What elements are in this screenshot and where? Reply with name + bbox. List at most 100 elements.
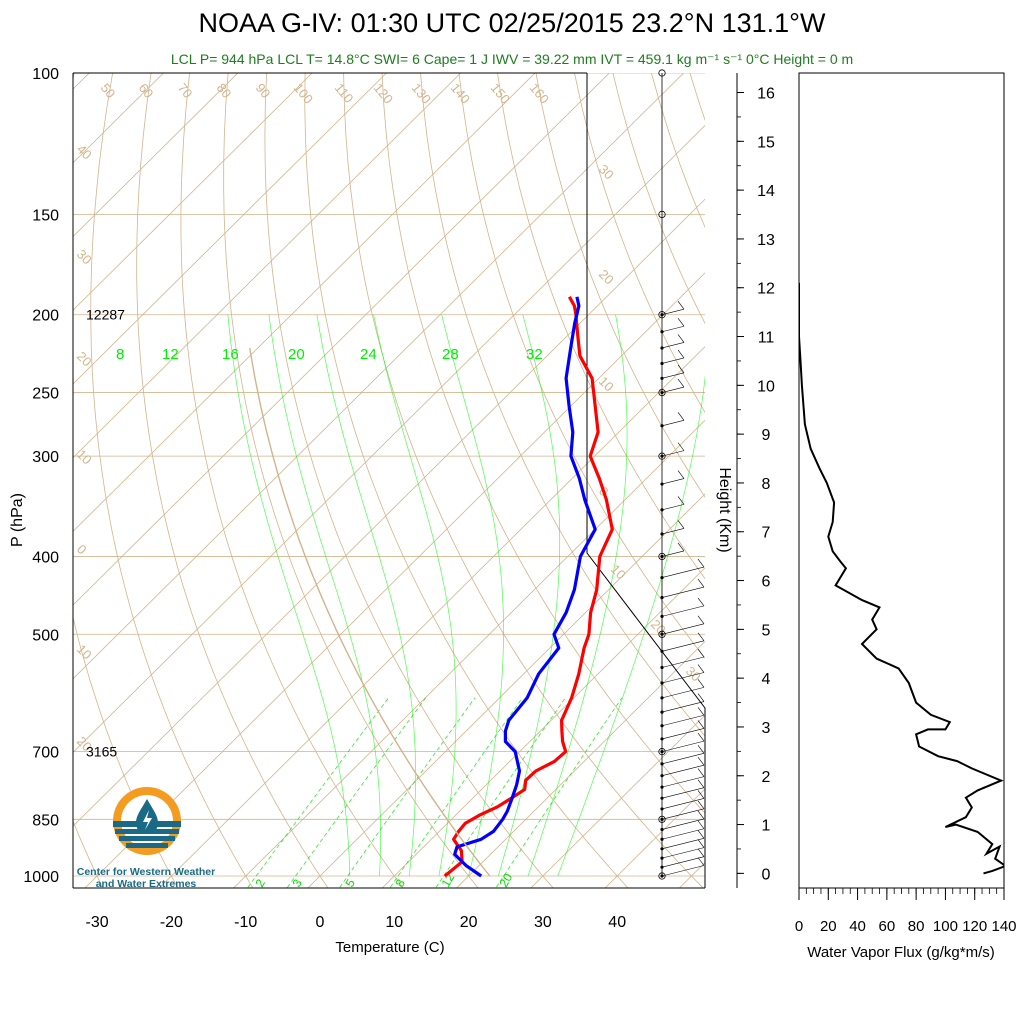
height-tick-label: 7	[762, 525, 771, 542]
dry-adiabat-label: 70	[175, 80, 196, 101]
wind-barb-flag	[697, 779, 705, 788]
dry-adiabat-line	[136, 73, 329, 888]
skewt-plot-area: 8 12 16 20 24 28 322 3 5 8 12 201001502002503004005…	[9, 66, 706, 956]
isotherm-line	[604, 788, 705, 888]
wind-barb	[661, 586, 705, 598]
pressure-tick-label: 700	[32, 745, 59, 762]
wind-barb-flag	[697, 648, 705, 658]
isotherm-label: 0	[74, 542, 90, 558]
dry-adiabat-line	[535, 73, 705, 498]
wind-barb-flag	[677, 364, 685, 373]
temperature-tick-label: 30	[534, 914, 552, 931]
wind-barb	[661, 550, 685, 557]
height-annotation: 3165	[86, 744, 117, 760]
wind-barb	[661, 740, 705, 752]
flux-tick-label: 100	[933, 918, 958, 935]
wind-calm-circle	[658, 210, 666, 219]
dry-adiabat-line	[497, 73, 705, 580]
wind-barb-flag	[677, 349, 685, 359]
wind-barb	[661, 478, 685, 485]
dry-adiabat-line	[844, 73, 1024, 893]
wind-barb-flag	[677, 412, 685, 421]
wind-level-dot	[660, 865, 664, 869]
dry-adiabat-line	[767, 73, 1024, 893]
wind-level-dot	[660, 807, 664, 811]
isotherm-line	[73, 73, 239, 238]
dry-adiabat-line	[381, 73, 705, 814]
mixing-ratio-line	[495, 697, 623, 888]
isotherm-line	[73, 73, 536, 532]
flux-tick-label: 140	[991, 918, 1016, 935]
height-tick-label: 9	[762, 427, 771, 444]
dry-adiabat-line	[651, 73, 705, 229]
moist-adiabat-line	[527, 314, 628, 877]
wind-barb	[661, 728, 705, 740]
wind-level-dot	[660, 847, 664, 851]
dry-adiabat-line	[343, 73, 704, 888]
isotherm-line	[73, 198, 705, 827]
dry-adiabat-label: 120	[371, 80, 396, 106]
isotherm-label: 30	[683, 664, 704, 685]
wind-level-dot	[660, 532, 664, 536]
wind-barb-flag	[697, 615, 705, 624]
isotherm-label: 30	[596, 162, 617, 183]
wind-barb-flag	[697, 693, 705, 702]
y-axis-label: P (hPa)	[9, 493, 26, 547]
parcel-path	[249, 347, 491, 877]
isotherm-line	[158, 346, 705, 888]
isotherm-label: 10	[74, 447, 95, 468]
wind-barb	[661, 672, 705, 684]
cw3e-logo	[113, 787, 181, 855]
pressure-tick-label: 300	[32, 449, 59, 466]
isotherm-line	[381, 567, 705, 888]
isotherm-line	[749, 73, 1024, 893]
wind-barb	[661, 528, 685, 535]
mixing-ratio-line	[389, 697, 523, 888]
wind-barb	[661, 847, 705, 859]
height-tick-label: 4	[762, 671, 771, 688]
isotherm-line	[73, 73, 313, 311]
wind-barb-flag	[697, 578, 705, 588]
moist-adiabat-label: 24	[360, 346, 377, 363]
wind-level-dot	[660, 614, 664, 618]
dry-adiabat-label: 100	[291, 80, 316, 106]
wind-calm-circle	[658, 630, 666, 638]
wind-barb	[661, 386, 685, 393]
height-tick-label: 10	[757, 378, 775, 395]
wind-barb	[661, 308, 685, 316]
moist-adiabat-line	[557, 374, 705, 877]
wind-barb-flag	[697, 756, 705, 766]
pressure-tick-label: 150	[32, 207, 59, 224]
wind-barb-flag	[697, 597, 705, 607]
wind-barb	[661, 342, 685, 349]
isotherm-label: 10	[74, 642, 95, 663]
height-axis-label: Height (Km)	[716, 467, 733, 552]
wind-barb	[661, 856, 705, 868]
mixing-ratio-label: 20	[496, 871, 515, 890]
wind-barb	[661, 828, 705, 840]
wind-barb-flag	[677, 470, 685, 479]
wind-barb-flag	[697, 790, 705, 799]
pressure-tick-label: 100	[32, 66, 59, 83]
moist-adiabat-label: 20	[288, 346, 305, 363]
dry-adiabat-line	[90, 73, 254, 888]
moist-adiabat-line	[441, 314, 504, 877]
moist-adiabat-label: 32	[526, 346, 543, 363]
isotherm-line	[73, 73, 387, 385]
moist-adiabat-line	[316, 314, 416, 877]
isotherm-line	[73, 73, 90, 90]
dry-adiabat-label: 110	[332, 80, 357, 106]
chart-title: NOAA G-IV: 01:30 UTC 02/25/2015 23.2°N 1…	[198, 8, 826, 38]
moist-adiabat-line	[497, 314, 561, 877]
isotherm-line	[455, 640, 705, 888]
temperature-tick-label: 0	[316, 914, 325, 931]
height-tick-label: 2	[762, 769, 771, 786]
dry-adiabat-label: 140	[448, 80, 473, 106]
wind-barb-flag	[697, 679, 705, 688]
wind-panel-boundary	[586, 73, 706, 888]
wind-barb-flag	[697, 830, 705, 839]
wind-calm-circle	[658, 552, 666, 561]
wind-barb-flag	[697, 720, 705, 729]
